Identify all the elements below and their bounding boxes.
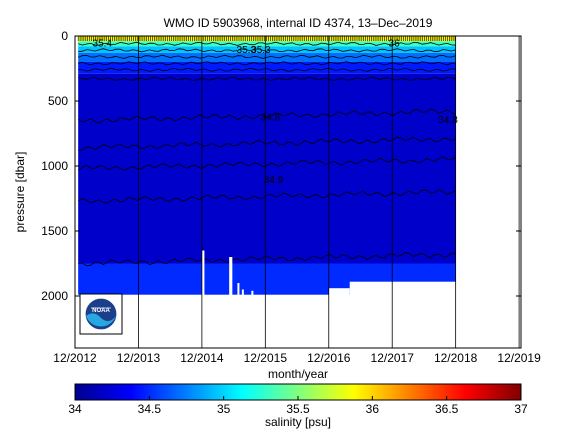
contour-line-2 (78, 54, 456, 59)
contour-label-3: 34.9 (264, 175, 284, 186)
x-tick-label-2: 12/2014 (180, 351, 224, 365)
y-tick-label-1: 500 (48, 94, 68, 108)
contour-line-10 (78, 252, 456, 267)
contour-label-5: 34.8 (261, 113, 281, 124)
x-tick-label-7: 12/2019 (497, 351, 541, 365)
x-tick-label-5: 12/2017 (371, 351, 415, 365)
salinity-layer-4 (78, 62, 456, 74)
x-tick-label-0: 12/2012 (53, 351, 97, 365)
salinity-layer-5 (78, 73, 456, 264)
y-tick-label-0: 0 (61, 29, 68, 43)
colorbar-tick-label-1: 34.5 (138, 402, 162, 416)
data-gap-0 (201, 250, 205, 296)
contour-line-6 (77, 108, 456, 124)
colorbar-label: salinity [psu] (265, 415, 331, 429)
colorbar-ticks: 34 34.5 35 35.5 36 36.5 37 (68, 396, 528, 416)
colorbar-tick-label-5: 36.5 (435, 402, 459, 416)
x-tick-label-3: 12/2015 (244, 351, 288, 365)
contour-line-3 (78, 61, 456, 66)
data-gap-2 (237, 283, 240, 296)
salinity-layer-2 (78, 46, 456, 53)
colorbar-tick-label-6: 37 (514, 402, 528, 416)
contour-label-2: 35.4 (93, 38, 113, 49)
colorbar-tick-label-4: 36 (366, 402, 380, 416)
y-axis-label: pressure [dbar] (13, 152, 27, 233)
y-tick-label-2: 1000 (41, 159, 68, 173)
data-gap-1 (229, 257, 233, 296)
contour-label-0: 35.3 (237, 45, 257, 56)
data-gaps (201, 250, 456, 296)
contour-line-5 (78, 76, 456, 81)
y-tick-label-3: 1500 (41, 224, 68, 238)
contour-line-0 (78, 41, 456, 46)
contour-line-9 (78, 189, 456, 204)
y-tick-label-4: 2000 (41, 289, 68, 303)
colorbar-tick-label-0: 34 (68, 402, 82, 416)
data-gap-3 (241, 289, 244, 296)
contour-label-4: 36 (389, 38, 401, 49)
chart-title: WMO ID 5903968, internal ID 4374, 13–Dec… (164, 16, 433, 30)
contour-label-1: 35.3 (251, 45, 271, 56)
svg-text:NOAA: NOAA (92, 308, 110, 314)
contour-labels: 35.335.3 35.4 34.9 36 34.8 34.8 (93, 38, 459, 186)
profile-markers (77, 36, 456, 41)
x-tick-label-1: 12/2013 (117, 351, 161, 365)
data-gap-4 (251, 290, 254, 296)
y-axis: 0 500 1000 1500 2000 (41, 29, 521, 303)
plot-frame (74, 35, 522, 349)
contour-line-8 (77, 156, 456, 171)
shallow-bottom-0 (328, 288, 350, 296)
contour-line-4 (78, 67, 456, 72)
x-axis: 12/2012 12/2013 12/2014 12/2015 12/2016 12/20… (53, 351, 541, 365)
contour-lines (77, 41, 456, 267)
contour-line-1 (78, 48, 456, 53)
profile-tick-marks (77, 36, 456, 41)
shallow-bottom-1 (349, 281, 456, 296)
contour-label-6: 34.8 (438, 115, 458, 126)
contour-line-7 (78, 136, 456, 151)
colorbar-tick-label-3: 35.5 (286, 402, 310, 416)
x-tick-label-4: 12/2016 (307, 351, 351, 365)
salinity-layer-0 (78, 36, 456, 42)
noaa-logo: NOAA (79, 293, 123, 335)
x-axis-label: month/year (268, 367, 328, 381)
x-gridlines (74, 36, 520, 348)
x-tick-label-6: 12/2018 (434, 351, 478, 365)
colorbar-tick-label-2: 35 (217, 402, 231, 416)
